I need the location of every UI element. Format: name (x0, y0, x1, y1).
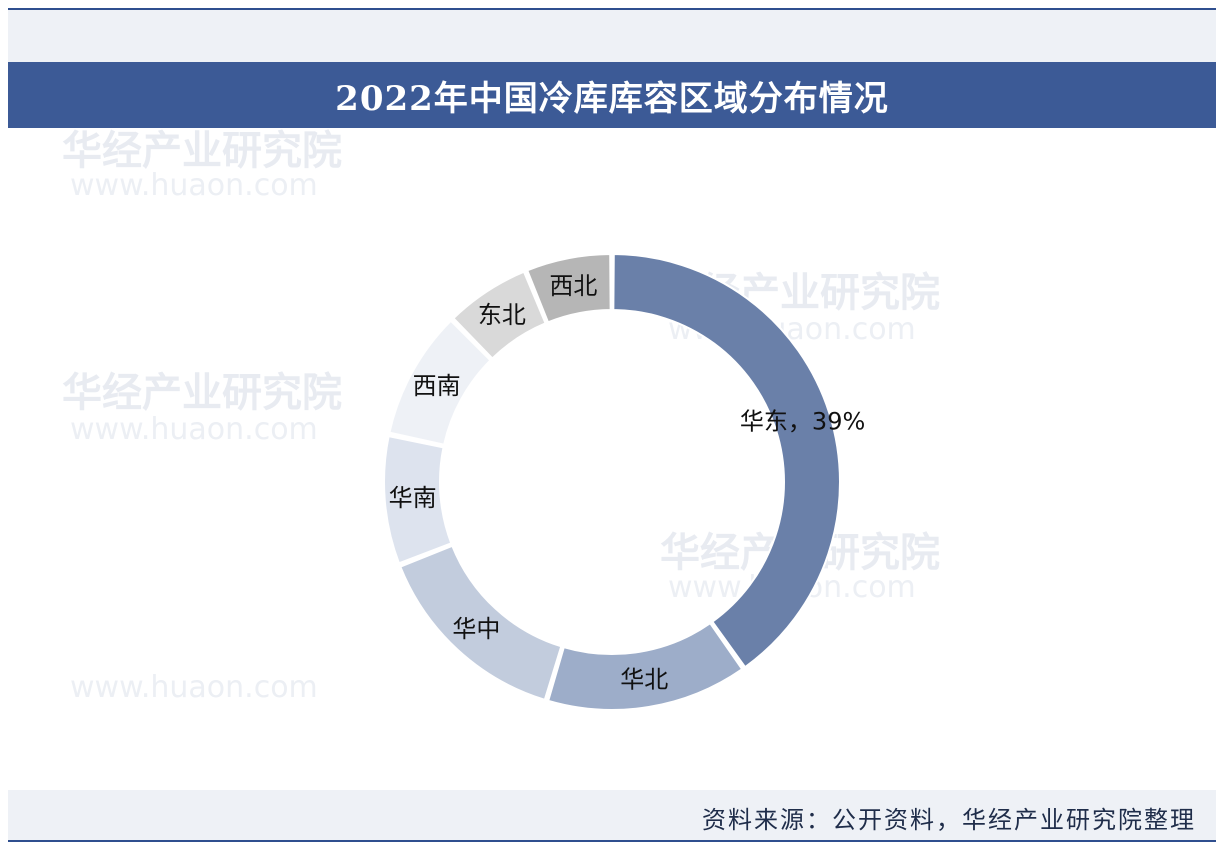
donut-slices (383, 252, 841, 711)
donut-slice-5 (388, 319, 492, 446)
slice-label-2: 华北 (620, 665, 668, 693)
bottom-rule (8, 840, 1216, 842)
donut-slice-1 (612, 252, 841, 669)
slice-label-7: 西北 (549, 272, 597, 300)
donut-slice-2 (546, 621, 744, 711)
slice-label-5: 西南 (413, 372, 461, 400)
slice-label-3: 华中 (452, 615, 500, 643)
bottom-band (8, 790, 1216, 840)
top-band (8, 10, 1216, 62)
chart-title: 2022年中国冷库库容区域分布情况 (335, 78, 889, 119)
slice-label-6: 东北 (478, 301, 526, 329)
donut-slice-4 (383, 434, 453, 565)
slice-label-4: 华南 (389, 484, 437, 512)
slice-label-1: 华东，39% (740, 407, 865, 435)
donut-slice-6 (451, 270, 547, 360)
source-note: 资料来源：公开资料，华经产业研究院整理 (702, 806, 1196, 834)
donut-slice-3 (398, 544, 563, 702)
title-bar: 2022年中国冷库库容区域分布情况 (8, 62, 1216, 128)
donut-slice-7 (525, 252, 612, 324)
top-rule (8, 8, 1216, 10)
chart-area: 华东，39% 华北 华中 华南 西南 东北 西北 (0, 130, 1224, 780)
